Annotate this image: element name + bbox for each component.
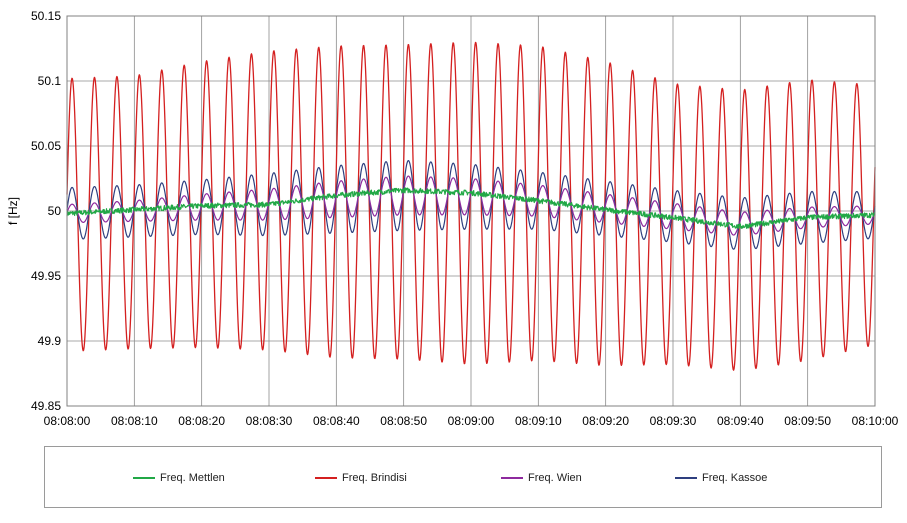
series-line-freq-brindisi — [66, 41, 876, 371]
legend-label-brindisi: Freq. Brindisi — [342, 472, 407, 484]
series-line-freq-mettlen — [66, 187, 876, 229]
legend-item-wien: Freq. Wien — [501, 470, 582, 486]
y-tick-label: 50.05 — [31, 139, 61, 153]
legend-swatch-mettlen — [133, 477, 155, 479]
legend-swatch-kassoe — [675, 477, 697, 479]
y-axis-label: f [Hz] — [6, 197, 20, 225]
x-tick-label: 08:08:40 — [313, 414, 360, 428]
y-tick-label: 50 — [48, 204, 62, 218]
y-tick-labels: 49.85 49.9 49.95 50 50.05 50.1 50.15 — [31, 9, 61, 413]
y-tick-label: 49.85 — [31, 399, 61, 413]
series-lines — [66, 41, 876, 371]
legend-item-mettlen: Freq. Mettlen — [133, 470, 225, 486]
legend-item-brindisi: Freq. Brindisi — [315, 470, 407, 486]
legend-swatch-wien — [501, 477, 523, 479]
frequency-chart: 49.85 49.9 49.95 50 50.05 50.1 50.15 08:08:00 0… — [6, 9, 899, 428]
x-tick-label: 08:09:40 — [717, 414, 764, 428]
y-tick-label: 49.9 — [38, 334, 62, 348]
y-tick-label: 50.1 — [38, 74, 62, 88]
x-tick-label: 08:09:30 — [650, 414, 697, 428]
plot-frame — [66, 15, 876, 407]
y-tick-label: 50.15 — [31, 9, 61, 23]
x-tick-label: 08:09:00 — [448, 414, 495, 428]
x-tick-label: 08:09:10 — [515, 414, 562, 428]
legend: Freq. Mettlen Freq. Brindisi Freq. Wien … — [44, 446, 882, 508]
legend-swatch-brindisi — [315, 477, 337, 479]
series-line-freq-kassoe — [66, 160, 876, 250]
x-tick-label: 08:08:10 — [111, 414, 158, 428]
x-tick-label: 08:10:00 — [852, 414, 899, 428]
x-tick-labels: 08:08:00 08:08:10 08:08:20 08:08:30 08:08:40… — [44, 414, 899, 428]
legend-label-kassoe: Freq. Kassoe — [702, 472, 768, 484]
legend-item-kassoe: Freq. Kassoe — [675, 470, 767, 486]
x-tick-label: 08:08:00 — [44, 414, 91, 428]
x-tick-label: 08:08:30 — [246, 414, 293, 428]
y-tick-label: 49.95 — [31, 269, 61, 283]
legend-label-mettlen: Freq. Mettlen — [160, 472, 225, 484]
x-tick-label: 08:09:50 — [784, 414, 831, 428]
x-tick-label: 08:08:50 — [380, 414, 427, 428]
x-tick-label: 08:08:20 — [178, 414, 225, 428]
x-tick-label: 08:09:20 — [582, 414, 629, 428]
legend-label-wien: Freq. Wien — [528, 472, 582, 484]
